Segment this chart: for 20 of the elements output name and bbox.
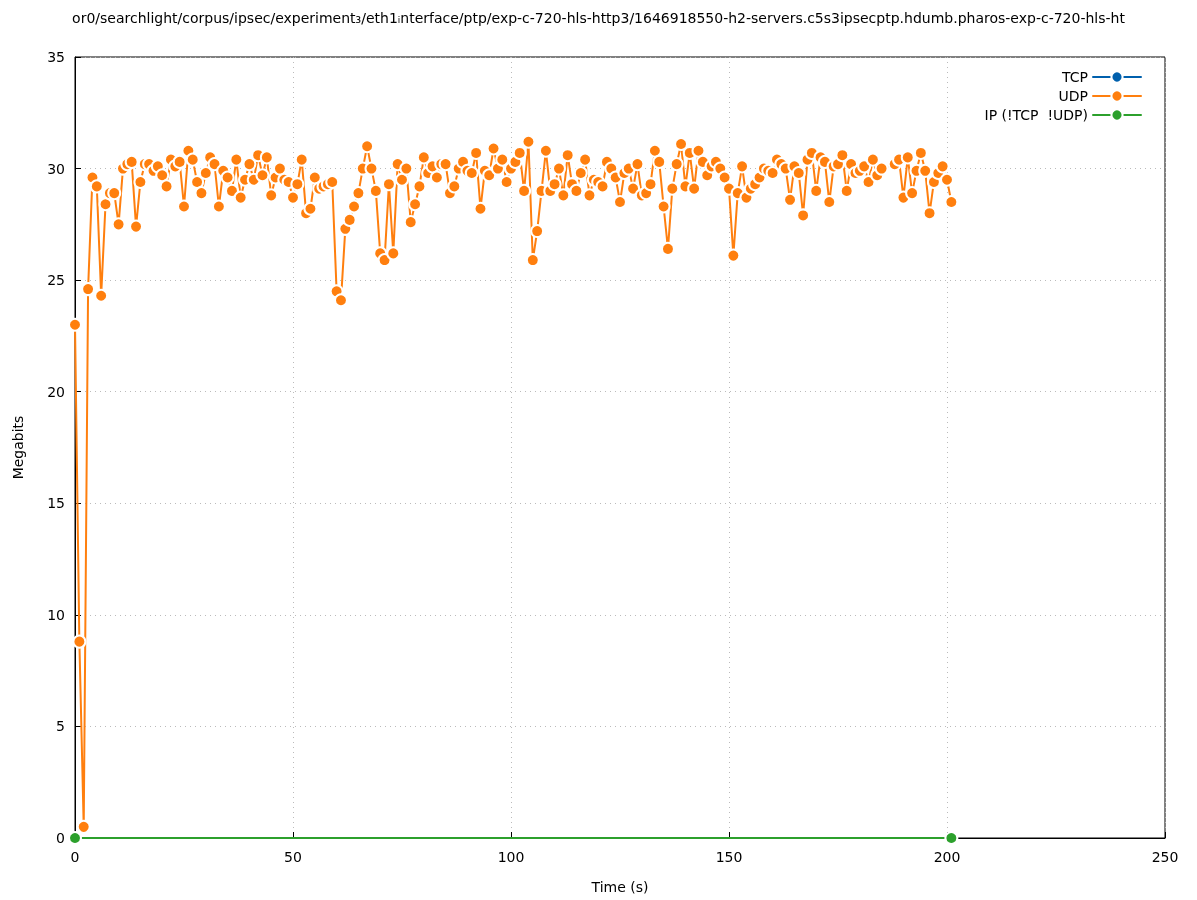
x-tick-label: 0 <box>70 849 80 865</box>
x-tick-label: 150 <box>715 849 743 865</box>
y-tick-label: 15 <box>47 495 65 512</box>
y-tick-label: 25 <box>47 272 65 289</box>
y-tick-label: 30 <box>47 160 65 177</box>
x-axis-title: Time (s) <box>590 879 649 895</box>
chart-title: or0/searchlight/corpus/ipsec/experiment₃/eth1ᵢnterface/ptp/exp-c-720-hls-http3/1646918550-h2-servers.c5s3ipsecptp.hdumb.pharos-exp-c-720-hls-ht <box>72 10 1126 26</box>
y-tick-label: 5 <box>56 718 65 735</box>
x-tick-label: 100 <box>497 849 525 865</box>
y-tick-label: 20 <box>47 383 65 400</box>
legend-label: IP (!TCP !UDP) <box>984 107 1088 123</box>
legend-label: TCP <box>1061 69 1088 85</box>
y-tick-label: 35 <box>47 49 65 65</box>
y-tick-label: 10 <box>47 606 65 623</box>
x-tick-label: 250 <box>1151 849 1179 865</box>
y-axis-title: Megabits <box>10 415 26 480</box>
x-tick-label: 50 <box>284 849 302 865</box>
x-tick-label: 200 <box>933 849 961 865</box>
legend-label: UDP <box>1058 88 1088 104</box>
y-tick-label: 0 <box>56 830 65 846</box>
